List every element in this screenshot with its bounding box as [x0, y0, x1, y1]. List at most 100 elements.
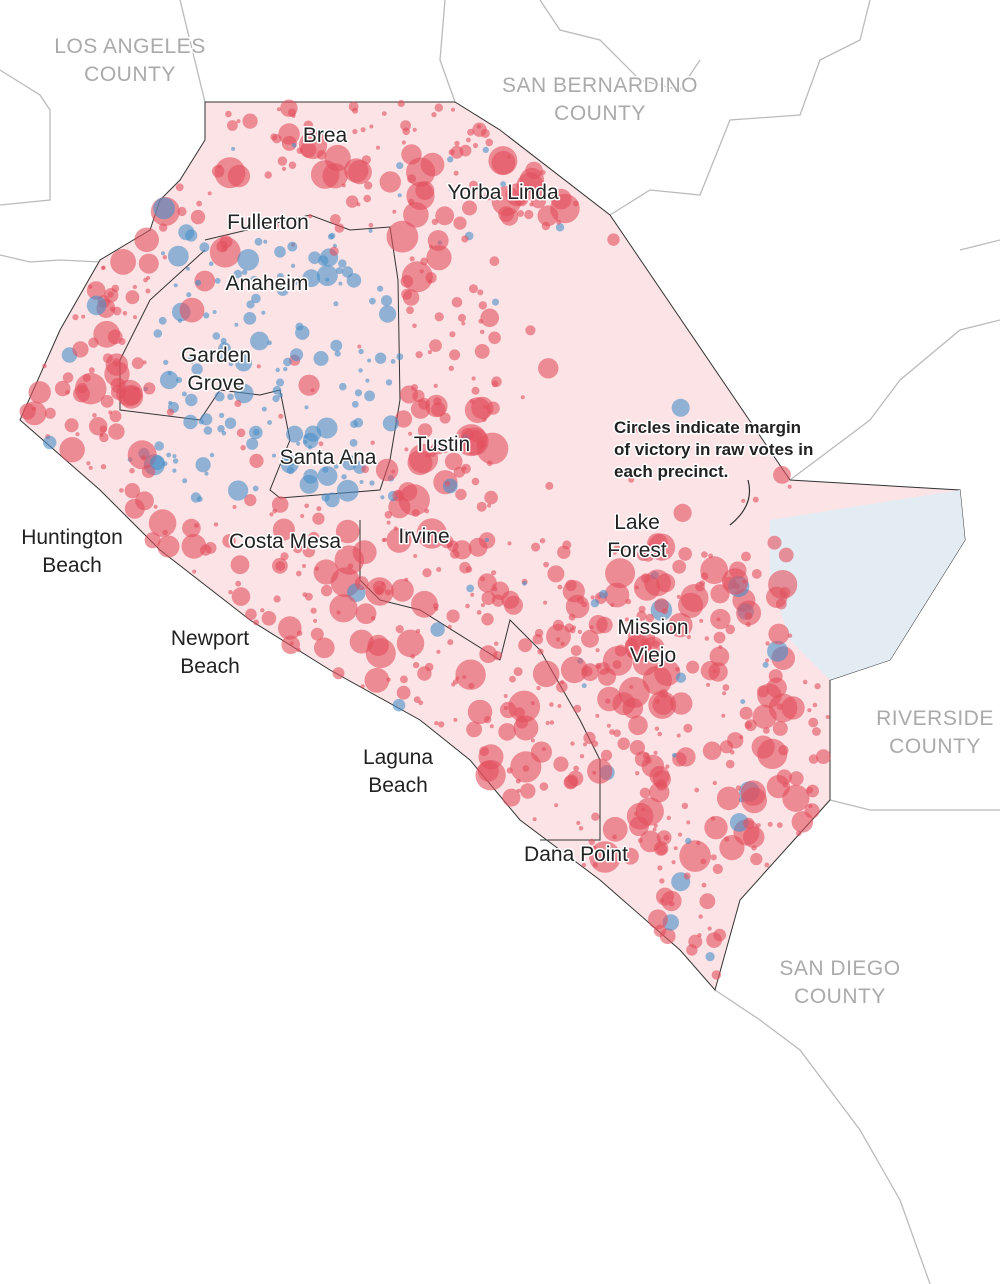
dem-circle: [555, 223, 565, 232]
dem-circle: [208, 261, 214, 267]
dem-circle: [365, 378, 370, 383]
city-label: Brea: [303, 124, 348, 147]
rep-circle: [162, 255, 167, 260]
rep-circle: [550, 193, 580, 224]
rep-circle: [235, 580, 242, 587]
rep-circle: [556, 681, 568, 693]
rep-circle: [129, 467, 135, 474]
rep-circle: [230, 555, 250, 575]
rep-circle: [491, 150, 516, 175]
dem-circle: [296, 441, 301, 446]
rep-circle: [144, 532, 161, 549]
city-label: Lake: [614, 511, 660, 534]
city-label: Grove: [187, 372, 244, 395]
rep-circle: [763, 727, 770, 734]
rep-circle: [469, 284, 478, 294]
rep-circle: [653, 823, 658, 828]
dem-circle: [231, 146, 236, 151]
dem-circle: [382, 415, 399, 432]
rep-circle: [595, 713, 600, 718]
rep-circle: [302, 545, 316, 558]
rep-circle: [491, 570, 497, 576]
dem-circle: [203, 426, 213, 435]
rep-circle: [318, 441, 324, 447]
rep-circle: [476, 501, 487, 512]
rep-circle: [609, 729, 615, 735]
rep-circle: [700, 858, 707, 865]
rep-circle: [329, 246, 339, 256]
dem-circle: [392, 698, 406, 712]
city-label: Forest: [607, 539, 667, 562]
rep-circle: [618, 676, 650, 708]
dem-circle: [295, 325, 310, 340]
rep-circle: [814, 683, 821, 690]
rep-circle: [709, 646, 730, 667]
dem-circle: [390, 359, 396, 364]
dem-circle: [430, 622, 445, 637]
rep-circle: [655, 698, 660, 704]
rep-circle: [776, 703, 784, 710]
rep-circle: [412, 127, 417, 132]
rep-circle: [710, 816, 716, 821]
rep-circle: [750, 853, 763, 866]
rep-circle: [504, 595, 523, 615]
rep-circle: [455, 488, 467, 501]
rep-circle: [72, 341, 89, 358]
rep-circle: [310, 607, 317, 614]
rep-circle: [86, 461, 91, 466]
rep-circle: [483, 404, 487, 409]
rep-circle: [394, 410, 413, 428]
rep-circle: [721, 713, 726, 718]
rep-circle: [628, 715, 648, 736]
dem-circle: [172, 454, 177, 459]
dem-circle: [272, 395, 280, 403]
rep-circle: [143, 382, 156, 395]
dem-circle: [351, 400, 359, 408]
city-label: Newport: [171, 627, 249, 650]
rep-circle: [600, 749, 613, 761]
rep-circle: [480, 576, 486, 582]
rep-circle: [629, 740, 646, 756]
rep-circle: [329, 594, 358, 623]
rep-circle: [461, 235, 469, 243]
rep-circle: [438, 721, 445, 728]
dem-circle: [212, 310, 217, 314]
rep-circle: [665, 764, 670, 769]
rep-circle: [400, 675, 408, 684]
rep-circle: [471, 396, 494, 420]
dem-circle: [261, 310, 266, 315]
rep-circle: [712, 669, 717, 674]
rep-circle: [465, 603, 470, 609]
rep-circle: [347, 160, 372, 185]
annotation-arrow: [729, 479, 751, 526]
rep-circle: [316, 506, 322, 512]
rep-circle: [93, 320, 121, 348]
rep-circle: [462, 200, 477, 216]
rep-circle: [583, 731, 596, 745]
dem-circle: [358, 368, 363, 373]
rep-circle: [636, 424, 646, 434]
county-label: COUNTY: [889, 735, 981, 758]
dem-circle: [346, 273, 362, 288]
rep-circle: [287, 108, 297, 117]
rep-circle: [635, 797, 664, 826]
rep-circle: [645, 613, 654, 623]
rep-circle: [520, 783, 536, 799]
rep-circle: [612, 550, 618, 555]
dem-circle: [277, 273, 284, 280]
rep-circle: [515, 778, 521, 784]
rep-circle: [308, 214, 313, 219]
rep-circle: [721, 568, 749, 595]
rep-circle: [791, 811, 814, 833]
rep-circle: [256, 364, 261, 369]
rep-circle: [289, 641, 294, 646]
rep-circle: [415, 351, 423, 359]
rep-circle: [683, 872, 691, 880]
dem-circle: [168, 400, 173, 405]
dem-circle: [153, 329, 163, 338]
rep-circle: [576, 596, 585, 604]
rep-circle: [364, 181, 373, 190]
rep-circle: [88, 367, 95, 374]
rep-circle: [573, 704, 582, 713]
rep-circle: [352, 540, 377, 565]
